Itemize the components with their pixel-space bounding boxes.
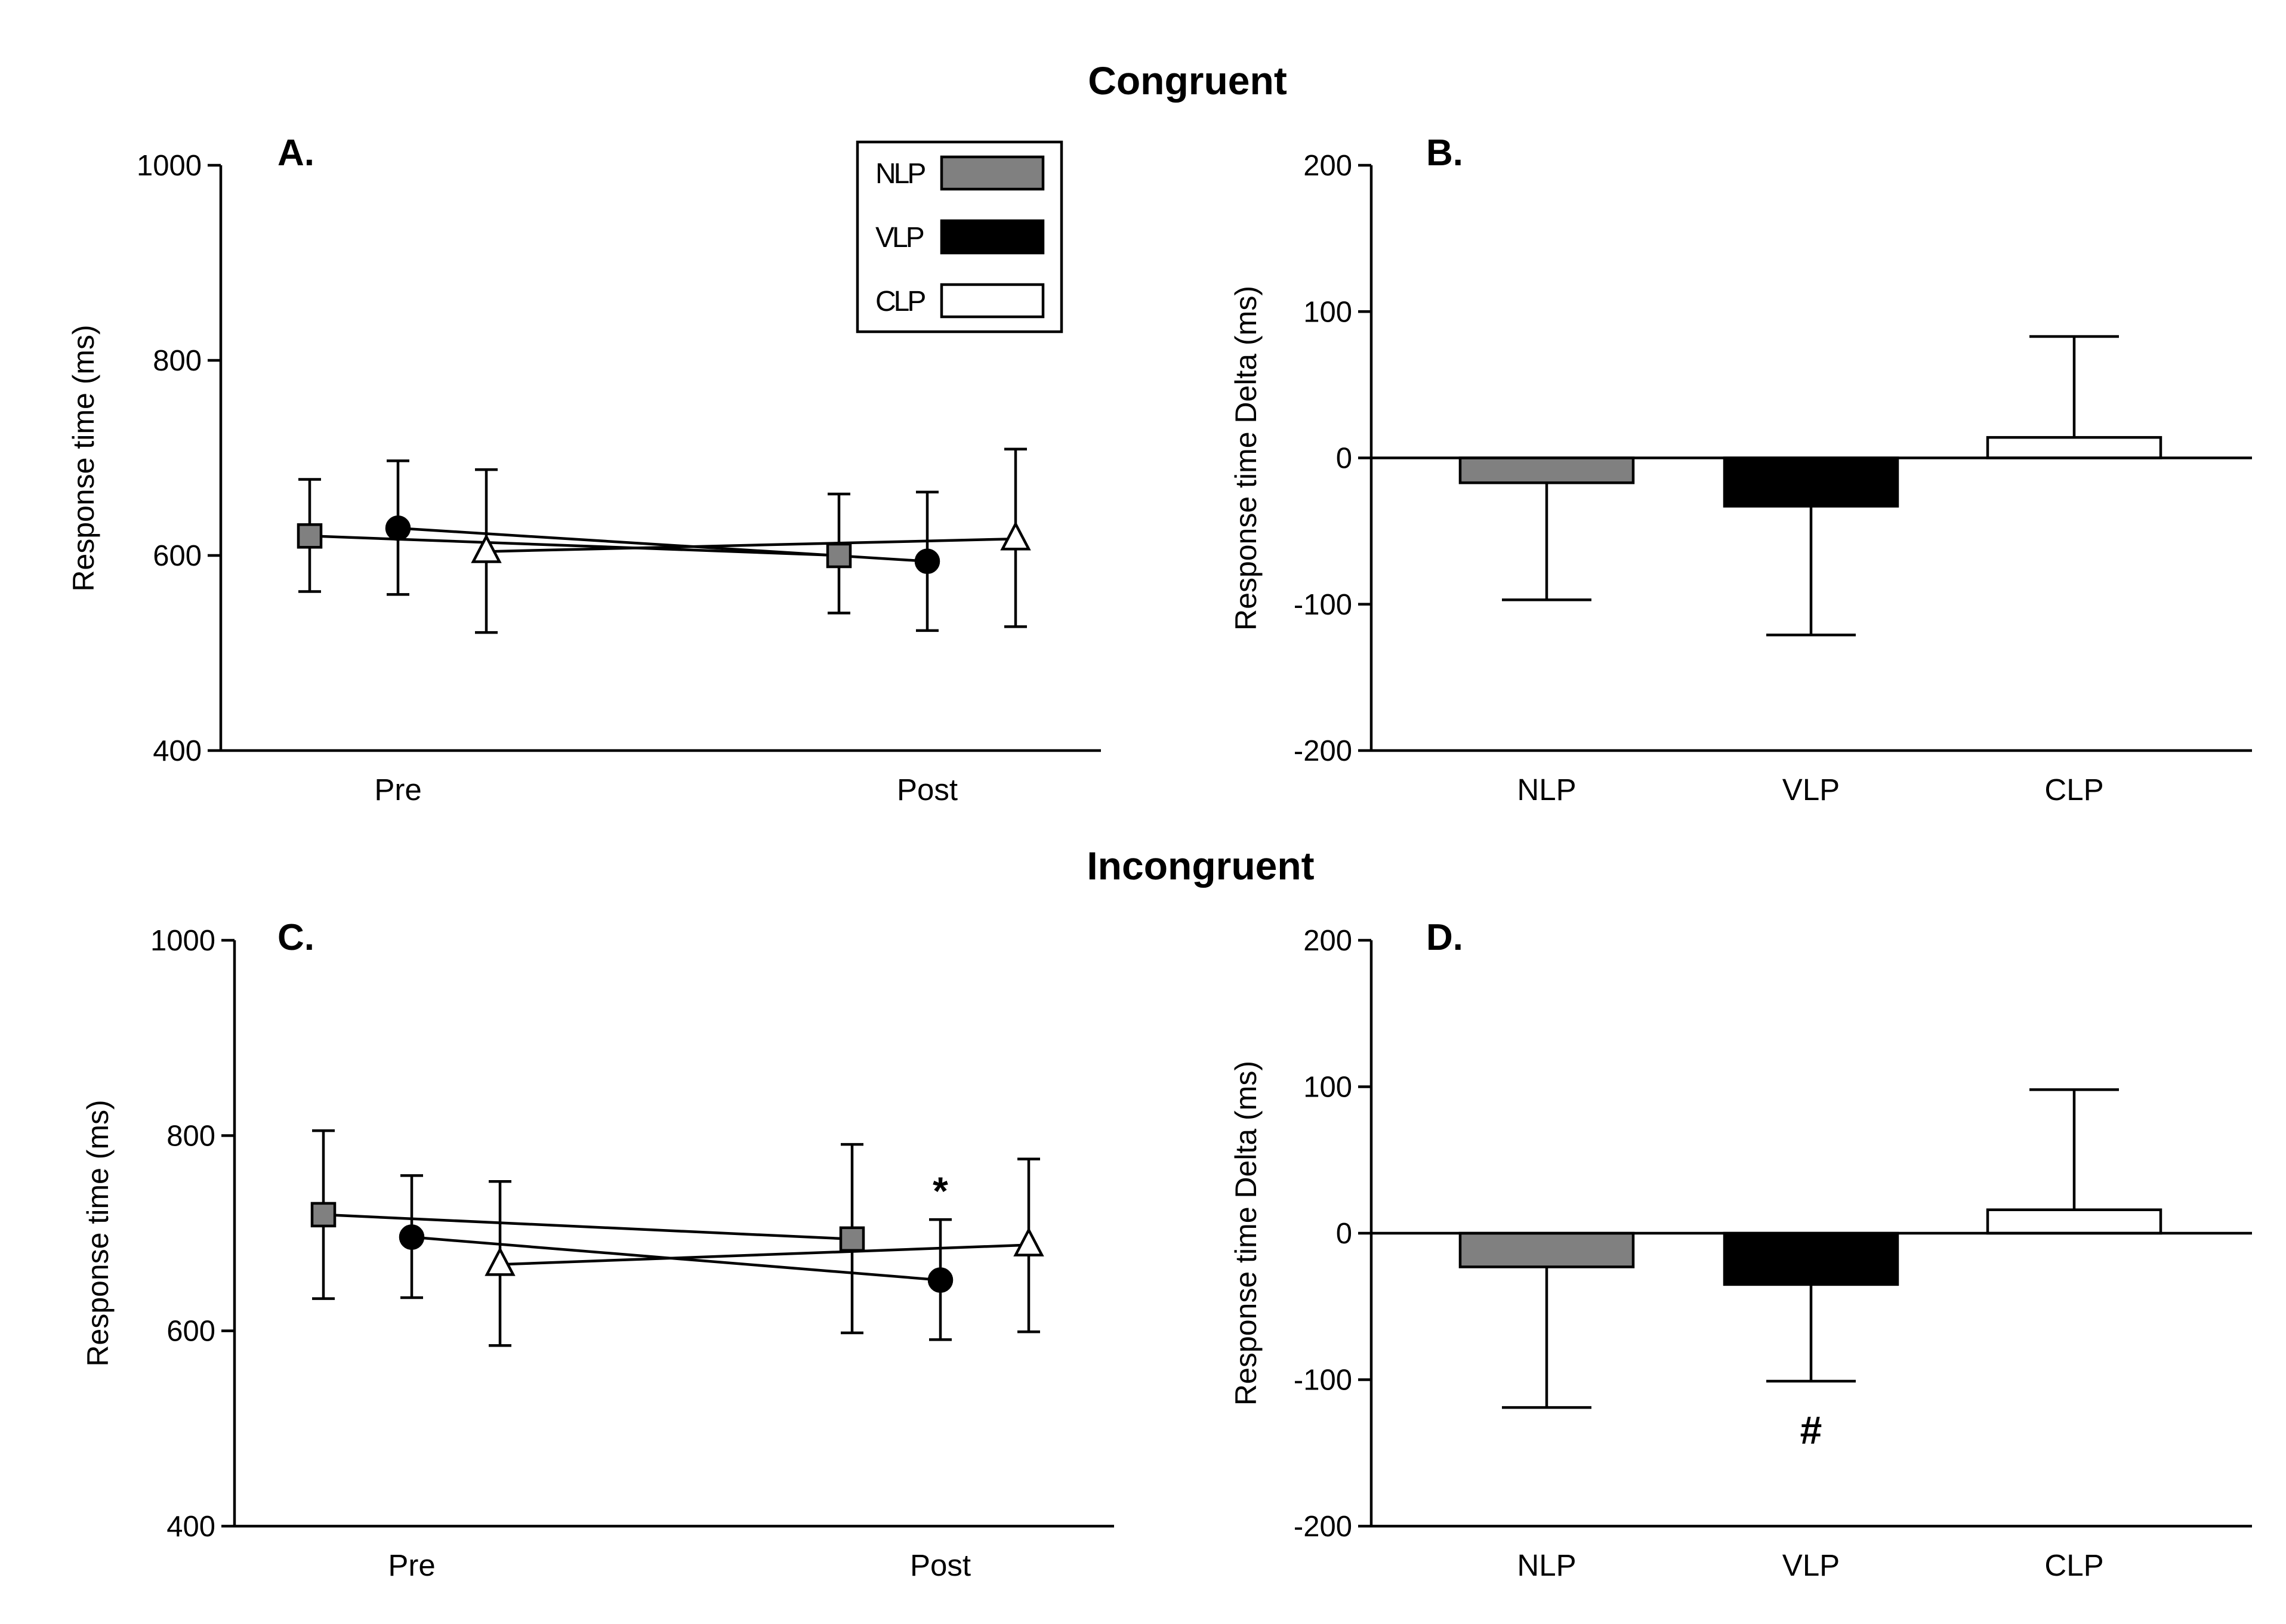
row-title-congruent: Congruent	[1088, 58, 1287, 103]
series-line-clp	[499, 1243, 1029, 1266]
legend-label-clp: CLP	[875, 286, 925, 317]
legend-swatch-vlp	[940, 219, 1045, 255]
panel-c: 400 600 800 1000 Response time (ms) C. Pre Post…	[81, 917, 1114, 1582]
bar-nlp	[1458, 456, 1635, 484]
legend-swatch-nlp	[940, 155, 1045, 191]
x-tick-label: Pre	[374, 773, 421, 807]
panel-label: C.	[277, 917, 314, 958]
y-axis-title: Response time Delta (ms)	[1229, 286, 1263, 631]
x-tick-label: NLP	[1517, 1548, 1576, 1582]
legend-swatch-clp	[940, 283, 1045, 319]
x-tick-label: VLP	[1782, 773, 1840, 807]
y-tick-label: 400	[153, 735, 202, 767]
panel-a: 400 600 800 1000 Response time (ms) A. Pre Post…	[67, 132, 1101, 807]
point-vlp	[927, 1267, 954, 1293]
y-tick-label: 200	[1303, 925, 1352, 957]
point-clp	[1000, 521, 1031, 551]
x-tick-label: NLP	[1517, 773, 1576, 807]
bar-vlp	[1723, 456, 1899, 508]
x-tick-label: VLP	[1782, 1548, 1840, 1582]
x-tick-label: Post	[910, 1548, 971, 1582]
y-tick-label: 600	[153, 540, 202, 572]
point-vlp	[399, 1224, 425, 1250]
bar-clp	[1986, 436, 2162, 459]
y-tick-label: 0	[1336, 443, 1352, 475]
panel-label: A.	[277, 132, 314, 174]
point-nlp	[310, 1202, 337, 1228]
y-tick-label: 1000	[150, 925, 215, 957]
point-nlp	[839, 1226, 865, 1252]
y-tick-label: 800	[166, 1120, 215, 1152]
y-tick-label: 1000	[137, 150, 202, 182]
y-axis-title: Response time Delta (ms)	[1229, 1061, 1263, 1406]
legend-label-vlp: VLP	[875, 222, 924, 254]
panel-b: -200 -100 0 100 200 Response time Delta (ms) B…	[1229, 132, 2252, 807]
point-nlp	[826, 542, 852, 569]
bar-clp	[1986, 1208, 2162, 1235]
point-clp	[1013, 1227, 1044, 1256]
panel-label: D.	[1426, 917, 1463, 958]
y-tick-label: 800	[153, 345, 202, 377]
panel-d: -200 -100 0 100 200 Response time Delta (ms) D…	[1229, 917, 2252, 1582]
y-tick-label: 0	[1336, 1218, 1352, 1250]
point-vlp	[914, 548, 940, 575]
significance-marker: #	[1800, 1408, 1822, 1452]
point-nlp	[297, 523, 323, 549]
legend-label-nlp: NLP	[875, 158, 925, 190]
panel-label: B.	[1426, 132, 1463, 174]
point-clp	[485, 1246, 516, 1276]
bar-nlp	[1458, 1231, 1635, 1268]
y-tick-label: 100	[1303, 1072, 1352, 1104]
point-vlp	[385, 515, 411, 541]
y-tick-label: -100	[1294, 589, 1352, 621]
y-tick-label: 600	[166, 1316, 215, 1348]
x-tick-label: Post	[897, 773, 958, 807]
y-tick-label: -200	[1294, 735, 1352, 767]
point-clp	[471, 533, 502, 563]
y-tick-label: -200	[1294, 1511, 1352, 1543]
y-axis-title: Response time (ms)	[67, 325, 100, 591]
y-tick-label: 100	[1303, 296, 1352, 328]
y-tick-label: 200	[1303, 150, 1352, 182]
significance-marker: *	[933, 1169, 948, 1213]
bar-vlp	[1723, 1231, 1899, 1286]
y-tick-label: 400	[166, 1511, 215, 1543]
x-tick-label: Pre	[388, 1548, 435, 1582]
x-tick-label: CLP	[2044, 773, 2103, 807]
x-tick-label: CLP	[2044, 1548, 2103, 1582]
y-tick-label: -100	[1294, 1364, 1352, 1397]
row-title-incongruent: Incongruent	[1087, 844, 1314, 888]
y-axis-title: Response time (ms)	[81, 1100, 115, 1366]
